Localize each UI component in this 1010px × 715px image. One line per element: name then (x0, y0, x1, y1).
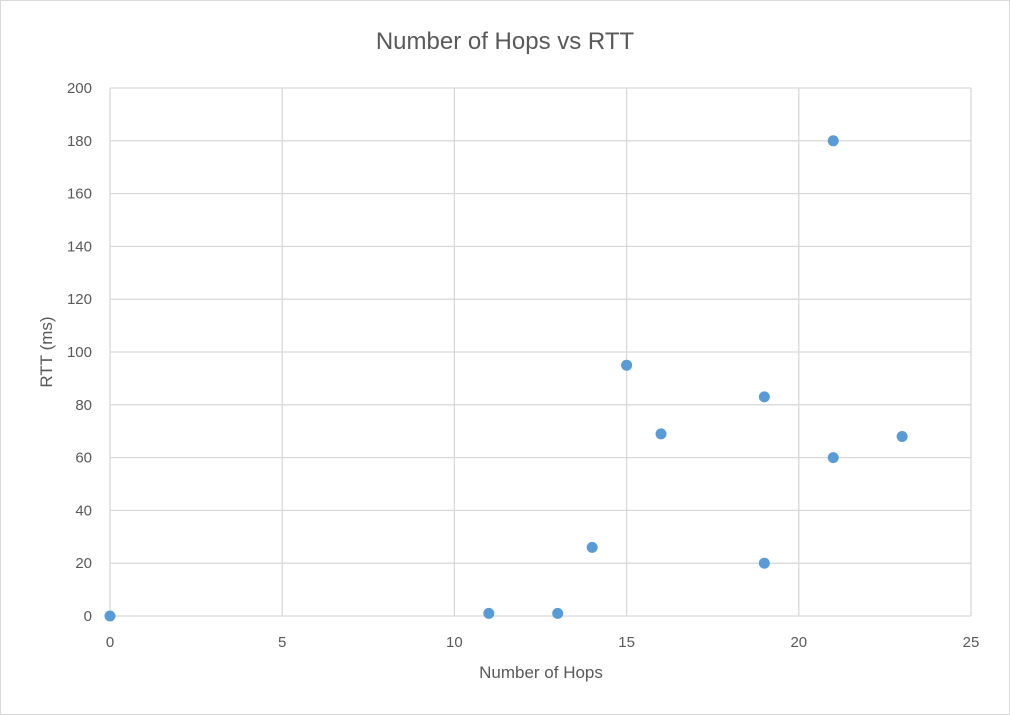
y-tick-label-10: 200 (67, 80, 92, 97)
x-axis-label: Number of Hops (479, 663, 603, 682)
x-tick-label-0: 0 (106, 634, 114, 651)
data-points (104, 135, 908, 622)
y-tick-label-2: 40 (75, 502, 92, 519)
data-point-10 (896, 430, 908, 442)
data-point-5 (655, 428, 667, 440)
y-tick-label-1: 20 (75, 555, 92, 572)
data-point-3 (586, 541, 598, 553)
chart-title: Number of Hops vs RTT (376, 28, 635, 55)
x-tick-label-1: 5 (278, 634, 286, 651)
x-tick-labels: 0 5 10 15 20 25 (106, 634, 980, 651)
y-tick-label-8: 160 (67, 186, 92, 203)
x-tick-label-3: 15 (618, 634, 635, 651)
x-tick-label-5: 25 (963, 634, 980, 651)
x-tick-label-4: 20 (790, 634, 807, 651)
y-axis-label: RTT (ms) (37, 316, 56, 387)
y-tick-label-3: 60 (75, 450, 92, 467)
y-tick-labels: 0 20 40 60 80 100 120 140 160 180 200 (67, 80, 92, 625)
data-point-8 (827, 135, 839, 147)
data-point-6 (758, 391, 770, 403)
data-point-4 (621, 359, 633, 371)
x-tick-label-2: 10 (446, 634, 463, 651)
y-tick-label-9: 180 (67, 133, 92, 150)
y-gridlines (110, 87, 971, 617)
data-point-0 (104, 610, 116, 622)
y-tick-label-6: 120 (67, 291, 92, 308)
y-tick-label-0: 0 (84, 608, 92, 625)
data-point-2 (552, 607, 564, 619)
y-tick-label-7: 140 (67, 238, 92, 255)
data-point-1 (483, 607, 495, 619)
y-tick-label-5: 100 (67, 344, 92, 361)
data-point-9 (827, 452, 839, 464)
data-point-7 (758, 557, 770, 569)
y-tick-label-4: 80 (75, 397, 92, 414)
